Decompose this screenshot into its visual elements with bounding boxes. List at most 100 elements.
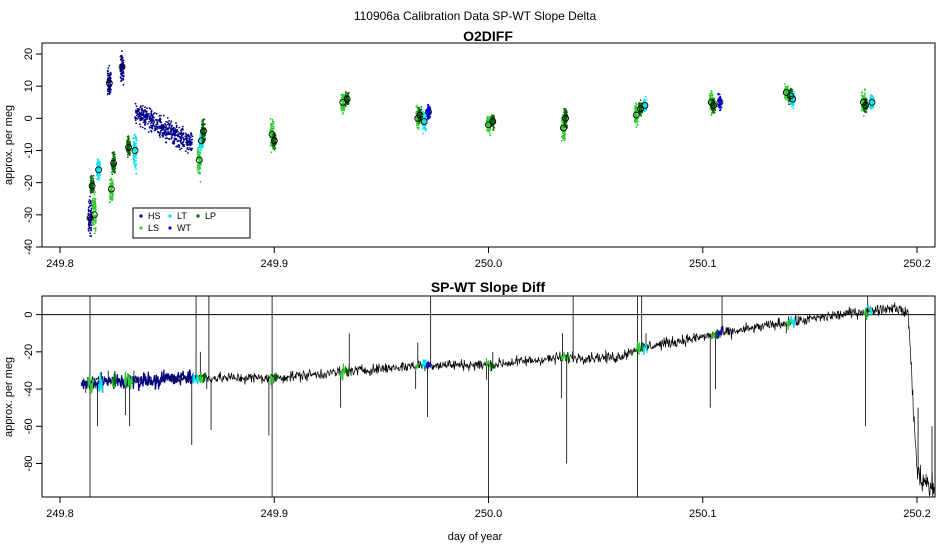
o2diff-ytick-label: 20 [23,48,35,60]
o2diff-point [114,162,117,165]
o2diff-point [272,147,275,149]
o2diff-point [200,163,202,166]
o2diff-mean-marker [118,63,126,71]
o2diff-point [635,102,637,104]
o2diff-point [141,113,144,116]
o2diff-cluster-lt [132,133,138,175]
o2diff-point [197,164,200,166]
o2diff-point [145,110,148,113]
o2diff-point [134,154,136,156]
legend-marker-ls [139,226,143,230]
o2diff-point [204,123,206,125]
o2diff-point [92,227,95,230]
o2diff-point [144,127,146,130]
o2diff-cluster-wt [717,92,723,112]
legend-label-lt: LT [177,211,187,221]
o2diff-point [181,132,184,135]
o2diff-point [273,144,276,147]
o2diff-point [187,141,190,144]
o2diff-point [154,119,157,121]
o2diff-point [135,164,137,167]
o2diff-point [204,137,206,140]
slope-diff-segment-ls [198,371,205,384]
o2diff-point [112,170,115,173]
o2diff-point [157,119,160,121]
o2diff-point [180,134,183,137]
o2diff-point [191,135,194,138]
o2diff-point [135,160,138,162]
o2diff-point [156,130,159,133]
slope-diff-segment-lp [113,371,117,387]
o2diff-xtick-label: 250.0 [475,258,503,270]
o2diff-point [140,108,143,111]
o2diff-point [180,129,182,132]
o2diff-point [109,196,112,199]
o2diff-point [645,104,648,107]
o2diff-mean-marker [268,130,276,138]
o2diff-point [417,107,420,110]
o2diff-point [168,137,170,140]
o2diff-point [108,88,111,90]
o2diff-point [198,154,201,157]
o2diff-xtick-label: 249.9 [260,258,288,270]
o2diff-panel: O2DIFF approx. per meg 249.8 249.9 250.0 25… [3,28,936,270]
o2diff-point [173,132,176,135]
o2diff-point [107,73,109,75]
o2diff-point [270,122,273,125]
o2diff-point [560,139,563,142]
o2diff-point [158,117,161,120]
o2diff-point [182,125,184,128]
o2diff-point [168,120,171,122]
o2diff-point [132,137,135,140]
o2diff-point [717,93,720,96]
o2diff-point [113,156,115,159]
o2diff-mean-marker [131,147,139,154]
o2diff-point [120,72,122,75]
o2diff-point [634,108,637,111]
slope-diff-y-axis: -80 -60 -40 -20 0 [23,312,42,471]
o2diff-point [159,125,162,128]
o2diff-point [90,228,92,231]
o2diff-point [155,112,158,115]
o2diff-point [178,135,181,138]
o2diff-point [96,169,98,172]
o2diff-point [564,112,567,115]
o2diff-point [143,122,146,124]
slope-diff-xtick-label: 249.8 [46,508,74,520]
o2diff-point [175,126,178,129]
o2diff-point [269,145,272,147]
o2diff-point [132,155,135,158]
slope-diff-segment-ls [635,341,642,355]
o2diff-point [180,147,183,150]
o2diff-point [272,140,274,143]
o2diff-point [644,95,647,98]
o2diff-point [198,160,201,163]
o2diff-point [488,130,490,133]
o2diff-point [165,141,168,144]
o2diff-point [200,149,203,152]
o2diff-point [792,107,795,110]
o2diff-point [182,129,184,131]
o2diff-point [92,207,94,210]
o2diff-point [152,119,155,121]
o2diff-point [179,140,182,143]
legend-marker-wt [168,226,172,230]
o2diff-point [866,103,868,106]
slope-diff-segment-lt [421,358,427,369]
o2diff-point [712,110,715,112]
o2diff-point [202,125,205,127]
slope-diff-segment-hs [80,368,194,392]
o2diff-point [89,199,92,202]
o2diff-point [340,109,343,112]
o2diff-mean-marker [716,98,724,106]
o2diff-point [110,187,113,189]
slope-diff-segment-lp [715,329,719,339]
o2diff-point [709,96,711,98]
o2diff-point [199,151,201,153]
o2diff-mean-marker [107,185,115,193]
o2diff-ylabel: approx. per meg [3,105,15,185]
o2diff-mean-marker [105,79,113,87]
o2diff-point [94,219,97,222]
slope-diff-segment-ls [269,374,275,386]
o2diff-point [93,193,96,196]
